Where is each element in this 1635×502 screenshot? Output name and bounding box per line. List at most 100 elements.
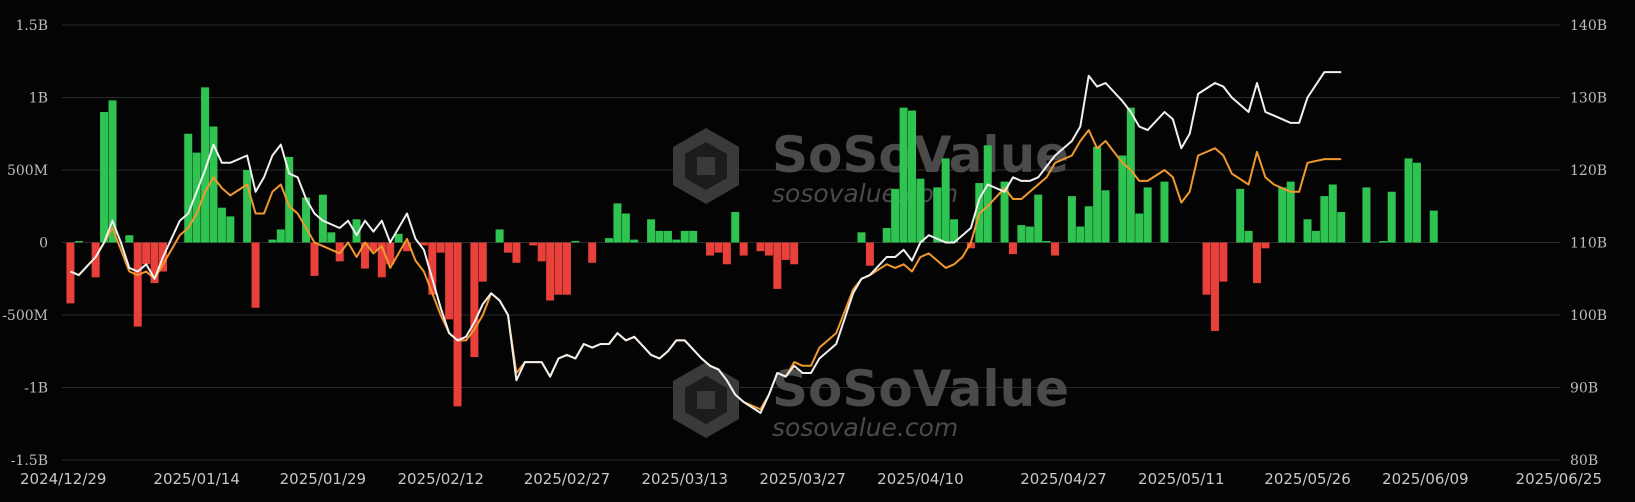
flow-bar (1135, 213, 1144, 243)
flow-bar (899, 107, 908, 243)
flow-bar (706, 242, 715, 256)
flow-bar (1042, 241, 1051, 243)
flow-bar (663, 230, 672, 243)
flow-bar (882, 228, 891, 243)
flow-bar (1017, 225, 1026, 243)
flow-bar (605, 238, 614, 243)
flow-bar (1160, 181, 1169, 243)
watermark-top: SoSoValue sosovalue.com (673, 126, 1069, 208)
flow-bar (453, 242, 462, 407)
flow-bar (1067, 196, 1076, 243)
flow-bar (142, 242, 151, 265)
flow-bar (243, 170, 252, 243)
flow-bar (327, 232, 336, 243)
right-tick-label: 90B (1570, 381, 1598, 397)
bar-series (66, 87, 1438, 407)
flow-bar (562, 242, 571, 295)
flow-bar (268, 239, 277, 243)
flow-bar (352, 219, 361, 243)
flow-bar (436, 242, 445, 253)
flow-bar (613, 203, 622, 243)
x-tick-label: 2025/06/09 (1382, 470, 1468, 488)
flow-bar (1126, 107, 1135, 243)
flow-bar (916, 178, 925, 243)
flow-bar (1278, 187, 1287, 243)
flow-bar (1362, 187, 1371, 243)
flow-bar (1118, 155, 1127, 243)
flow-bar (478, 242, 487, 282)
flow-bar (1404, 158, 1413, 243)
flow-bar (217, 207, 226, 243)
flow-bar (1311, 230, 1320, 243)
watermark-bottom: SoSoValue sosovalue.com (673, 360, 1069, 442)
left-tick-label: 1.5B (15, 18, 48, 34)
flow-bar (1101, 190, 1110, 243)
flow-bar (680, 230, 689, 243)
flow-bar (1320, 196, 1329, 243)
flow-bar (1328, 184, 1337, 243)
flow-bar (630, 239, 639, 243)
left-tick-label: 500M (7, 163, 48, 179)
flow-bar (133, 242, 142, 327)
flow-bar (1303, 219, 1312, 243)
flow-bar (428, 242, 437, 295)
flow-bar (1253, 242, 1262, 284)
flow-bar (731, 212, 740, 243)
right-tick-label: 140B (1570, 18, 1607, 34)
flow-bar (655, 230, 664, 243)
flow-bar (983, 145, 992, 243)
right-y-axis: 140B 130B 120B 110B 100B 90B 80B (1570, 18, 1607, 469)
flow-bar (1261, 242, 1270, 249)
watermark-brand-text: SoSoValue (772, 126, 1069, 184)
flow-bar (571, 241, 580, 243)
flow-bar (1387, 191, 1396, 243)
flow-bar (529, 242, 538, 246)
flow-bar (933, 187, 942, 243)
flow-bar (554, 242, 563, 295)
flow-bar (1337, 212, 1346, 243)
x-tick-label: 2025/02/27 (524, 470, 610, 488)
flow-bar (386, 242, 395, 265)
flow-bar (419, 242, 428, 246)
flow-bar (546, 242, 555, 301)
right-tick-label: 80B (1570, 453, 1598, 469)
flow-bar (1412, 162, 1421, 243)
flow-bar (74, 241, 83, 243)
right-tick-label: 130B (1570, 91, 1607, 107)
flow-bar (512, 242, 521, 263)
left-y-axis: 1.5B 1B 500M 0 -500M -1B -1.5B (2, 18, 48, 469)
flow-bar (66, 242, 75, 304)
x-tick-label: 2024/12/29 (20, 470, 106, 488)
flow-bar (1429, 210, 1438, 243)
flow-bar (184, 133, 193, 243)
x-tick-label: 2025/04/10 (877, 470, 963, 488)
flow-bar (192, 152, 201, 243)
flow-bar (100, 112, 109, 243)
x-tick-label: 2025/06/25 (1516, 470, 1602, 488)
flow-bar (1034, 194, 1043, 243)
flow-bar (403, 242, 412, 252)
flow-bar (302, 197, 311, 243)
x-tick-label: 2025/04/27 (1020, 470, 1106, 488)
left-tick-label: -1B (24, 381, 48, 397)
watermark-url-text: sosovalue.com (772, 413, 958, 442)
flow-bar (108, 100, 117, 243)
flow-bar (369, 242, 378, 252)
flow-bar (504, 242, 513, 253)
left-tick-label: -500M (2, 308, 48, 324)
flow-bar (941, 158, 950, 243)
flow-bar (251, 242, 260, 308)
right-tick-label: 110B (1570, 236, 1607, 252)
flow-bar (1236, 188, 1245, 243)
white-line-series (70, 71, 1342, 414)
flow-bar (1210, 242, 1219, 331)
flow-bar (714, 242, 723, 253)
x-tick-label: 2025/02/12 (397, 470, 483, 488)
flow-bar (1219, 242, 1228, 282)
flow-bar (588, 242, 597, 263)
x-tick-label: 2025/01/29 (280, 470, 366, 488)
flow-bar (318, 194, 327, 243)
flow-bar (377, 242, 386, 278)
flow-bar (790, 242, 799, 265)
